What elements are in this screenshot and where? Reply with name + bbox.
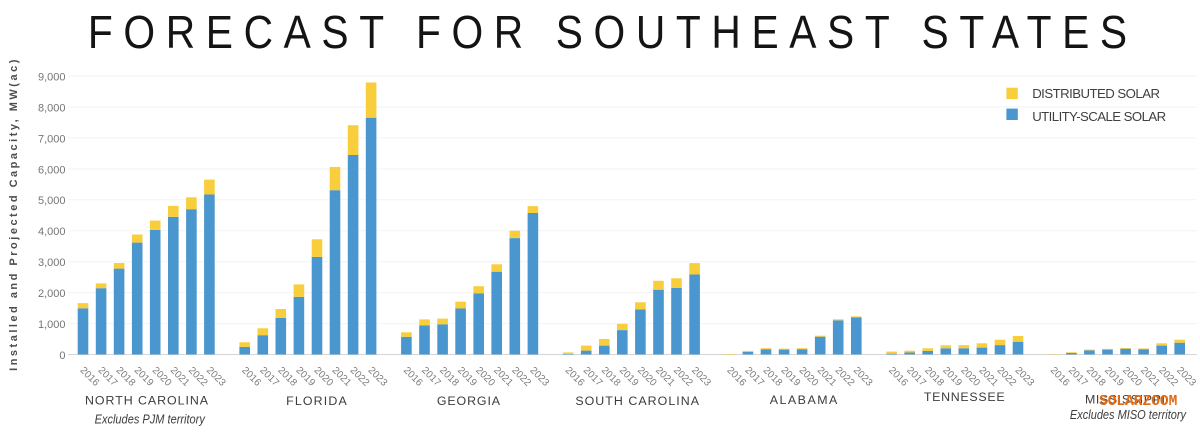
svg-text:3,000: 3,000 (38, 257, 66, 269)
svg-text:UTILITY-SCALE SOLAR: UTILITY-SCALE SOLAR (1032, 109, 1165, 124)
svg-text:SOLARZOOM: SOLARZOOM (1099, 394, 1177, 410)
svg-text:8,000: 8,000 (38, 102, 66, 114)
svg-text:ALABAMA: ALABAMA (770, 393, 839, 407)
svg-text:TENNESSEE: TENNESSEE (924, 390, 1005, 404)
svg-text:6,000: 6,000 (38, 164, 66, 176)
svg-text:FORECAST FOR SOUTHEAST STATES: FORECAST FOR SOUTHEAST STATES (88, 8, 1138, 59)
svg-text:DISTRIBUTED SOLAR: DISTRIBUTED SOLAR (1032, 86, 1159, 101)
svg-text:Excludes PJM territory: Excludes PJM territory (95, 412, 206, 427)
svg-text:NORTH CAROLINA: NORTH CAROLINA (85, 394, 209, 408)
svg-text:Installed and Projected Capaci: Installed and Projected Capacity, MW(ac) (8, 57, 20, 371)
svg-text:GEORGIA: GEORGIA (437, 394, 501, 408)
svg-text:9,000: 9,000 (38, 71, 66, 83)
svg-text:4,000: 4,000 (38, 226, 66, 238)
svg-text:1,000: 1,000 (38, 319, 66, 331)
svg-text:FLORIDA: FLORIDA (286, 394, 348, 408)
svg-text:2,000: 2,000 (38, 288, 66, 300)
svg-text:0: 0 (59, 350, 65, 362)
svg-text:SOUTH CAROLINA: SOUTH CAROLINA (575, 394, 700, 408)
svg-text:5,000: 5,000 (38, 195, 66, 207)
svg-text:7,000: 7,000 (38, 133, 66, 145)
